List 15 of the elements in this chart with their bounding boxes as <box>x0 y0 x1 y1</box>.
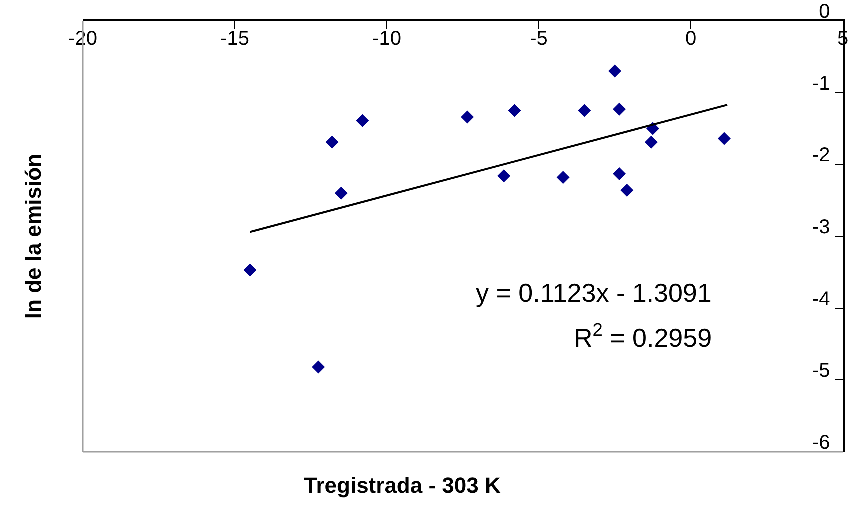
y-tick-label: -4 <box>812 288 830 310</box>
y-tick-label: -5 <box>812 360 830 382</box>
x-tick-label: -10 <box>372 28 402 50</box>
y-tick-label: -6 <box>812 432 830 454</box>
x-axis-title: Tregistrada - 303 K <box>304 473 501 498</box>
annotation: R$^{2}$ = 0.2959 <box>574 320 712 353</box>
y-tick-label: -1 <box>812 72 830 95</box>
y-tick-label: 0 <box>819 1 830 23</box>
y-tick-label: -2 <box>812 144 830 167</box>
annotation: y = 0.1123x - 1.3091 <box>476 278 712 308</box>
y-axis-title: ln de la emisión <box>21 154 46 320</box>
x-tick-label: 0 <box>685 28 697 50</box>
y-tick-label: -3 <box>812 216 830 238</box>
x-tick-label: -15 <box>220 28 250 50</box>
x-tick-label: -5 <box>530 28 548 50</box>
